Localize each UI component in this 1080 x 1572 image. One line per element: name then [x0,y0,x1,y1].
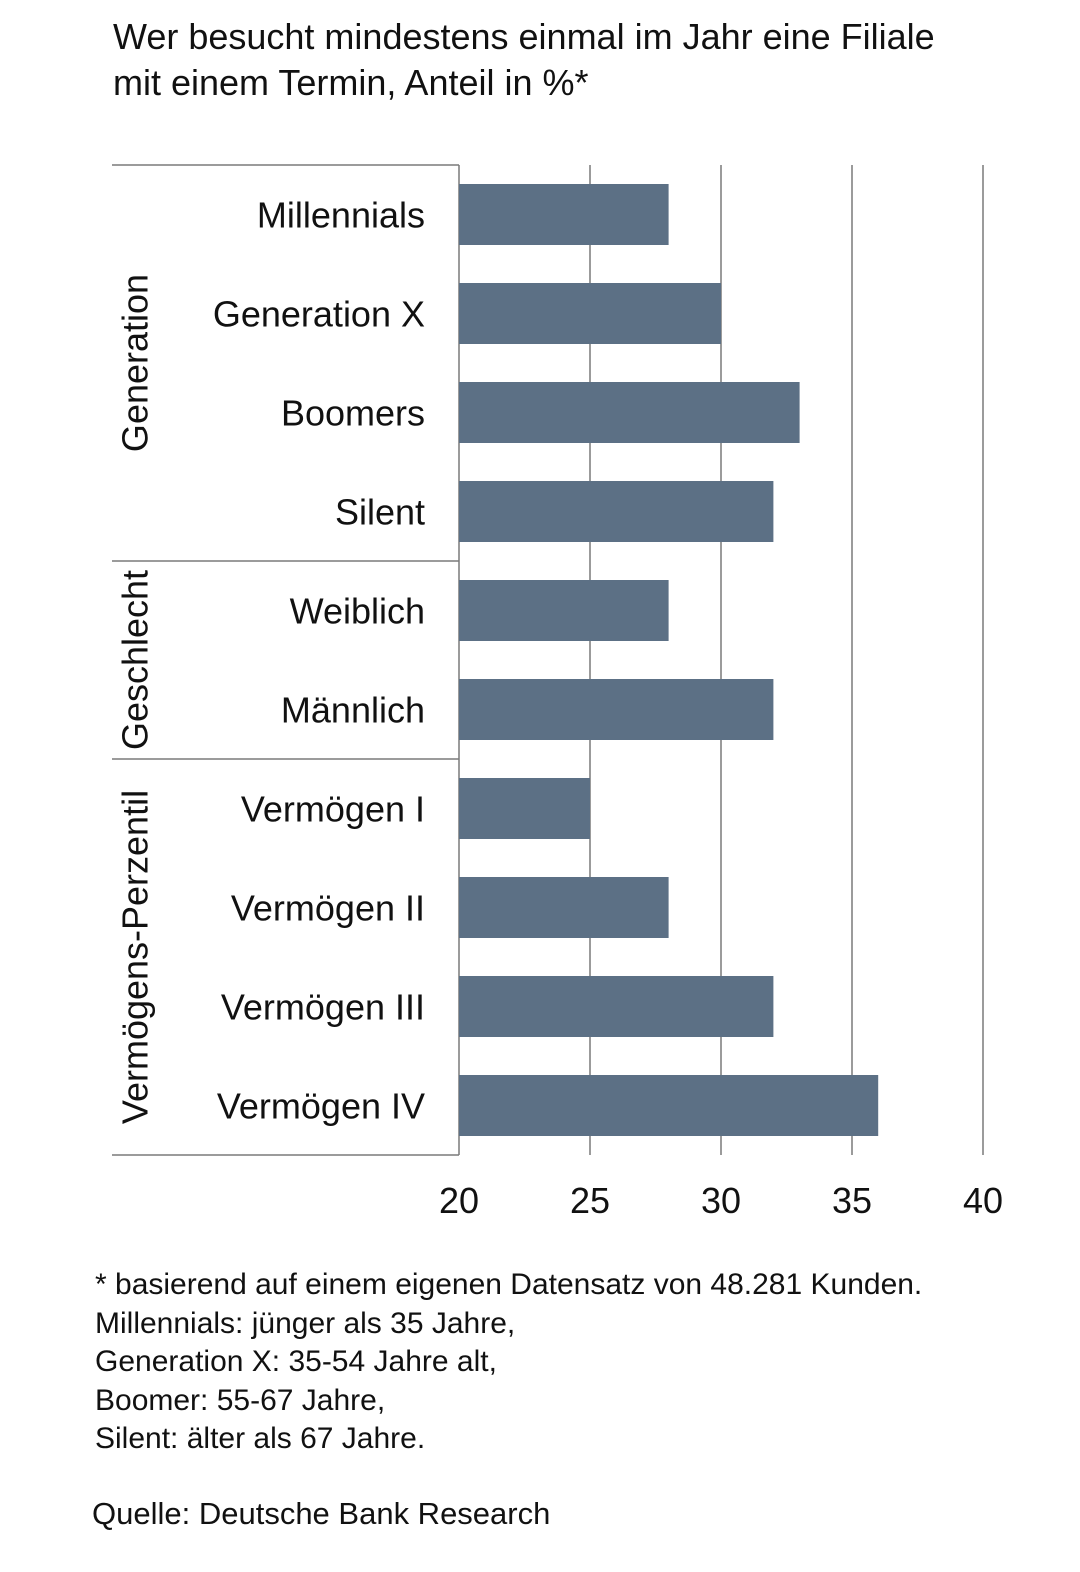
bar [459,976,774,1037]
bar [459,580,669,641]
category-label: Generation X [213,294,425,335]
chart-title-line-1: Wer besucht mindestens einmal im Jahr ei… [113,16,935,57]
bar [459,283,721,344]
category-label: Boomers [281,393,425,434]
x-tick-label: 25 [570,1180,610,1221]
chart-title: Wer besucht mindestens einmal im Jahr ei… [113,14,1053,106]
group-label: Vermögens-Perzentil [115,790,156,1124]
footnote-line: Boomer: 55-67 Jahre, [95,1383,386,1417]
footnote-line: Generation X: 35-54 Jahre alt, [95,1345,497,1378]
bar [459,1075,879,1136]
bar [459,778,590,839]
footnote-line: Millennials: jünger als 35 Jahre, [95,1306,516,1340]
x-tick-label: 40 [963,1180,1003,1221]
category-label: Weiblich [290,591,425,632]
category-label: Vermögen III [221,987,425,1028]
x-tick-label: 30 [701,1180,741,1221]
bar [459,481,774,542]
bar [459,877,669,938]
footnote-line: * basierend auf einem eigenen Datensatz … [95,1268,923,1301]
category-label: Silent [335,492,425,533]
group-label: Geschlecht [115,570,156,750]
chart-title-line-2: mit einem Termin, Anteil in %* [113,62,589,103]
category-label: Vermögen IV [217,1086,425,1127]
bar-chart: 20 25 30 35 40 Millennials Generation X Boomers… [112,164,1003,1221]
group-label: Generation [115,274,156,452]
footnote-line: Silent: älter als 67 Jahre. [95,1422,426,1455]
category-label: Vermögen I [241,789,425,830]
source-note: Quelle: Deutsche Bank Research [92,1496,551,1531]
x-tick-label: 35 [832,1180,872,1221]
bar [459,184,669,245]
bar [459,679,774,740]
category-label: Männlich [281,690,425,731]
x-tick-label: 20 [439,1180,479,1221]
category-label: Millennials [257,195,425,236]
footnotes: * basierend auf einem eigenen Datensatz … [95,1266,922,1459]
category-label: Vermögen II [231,888,425,929]
bar [459,382,800,443]
